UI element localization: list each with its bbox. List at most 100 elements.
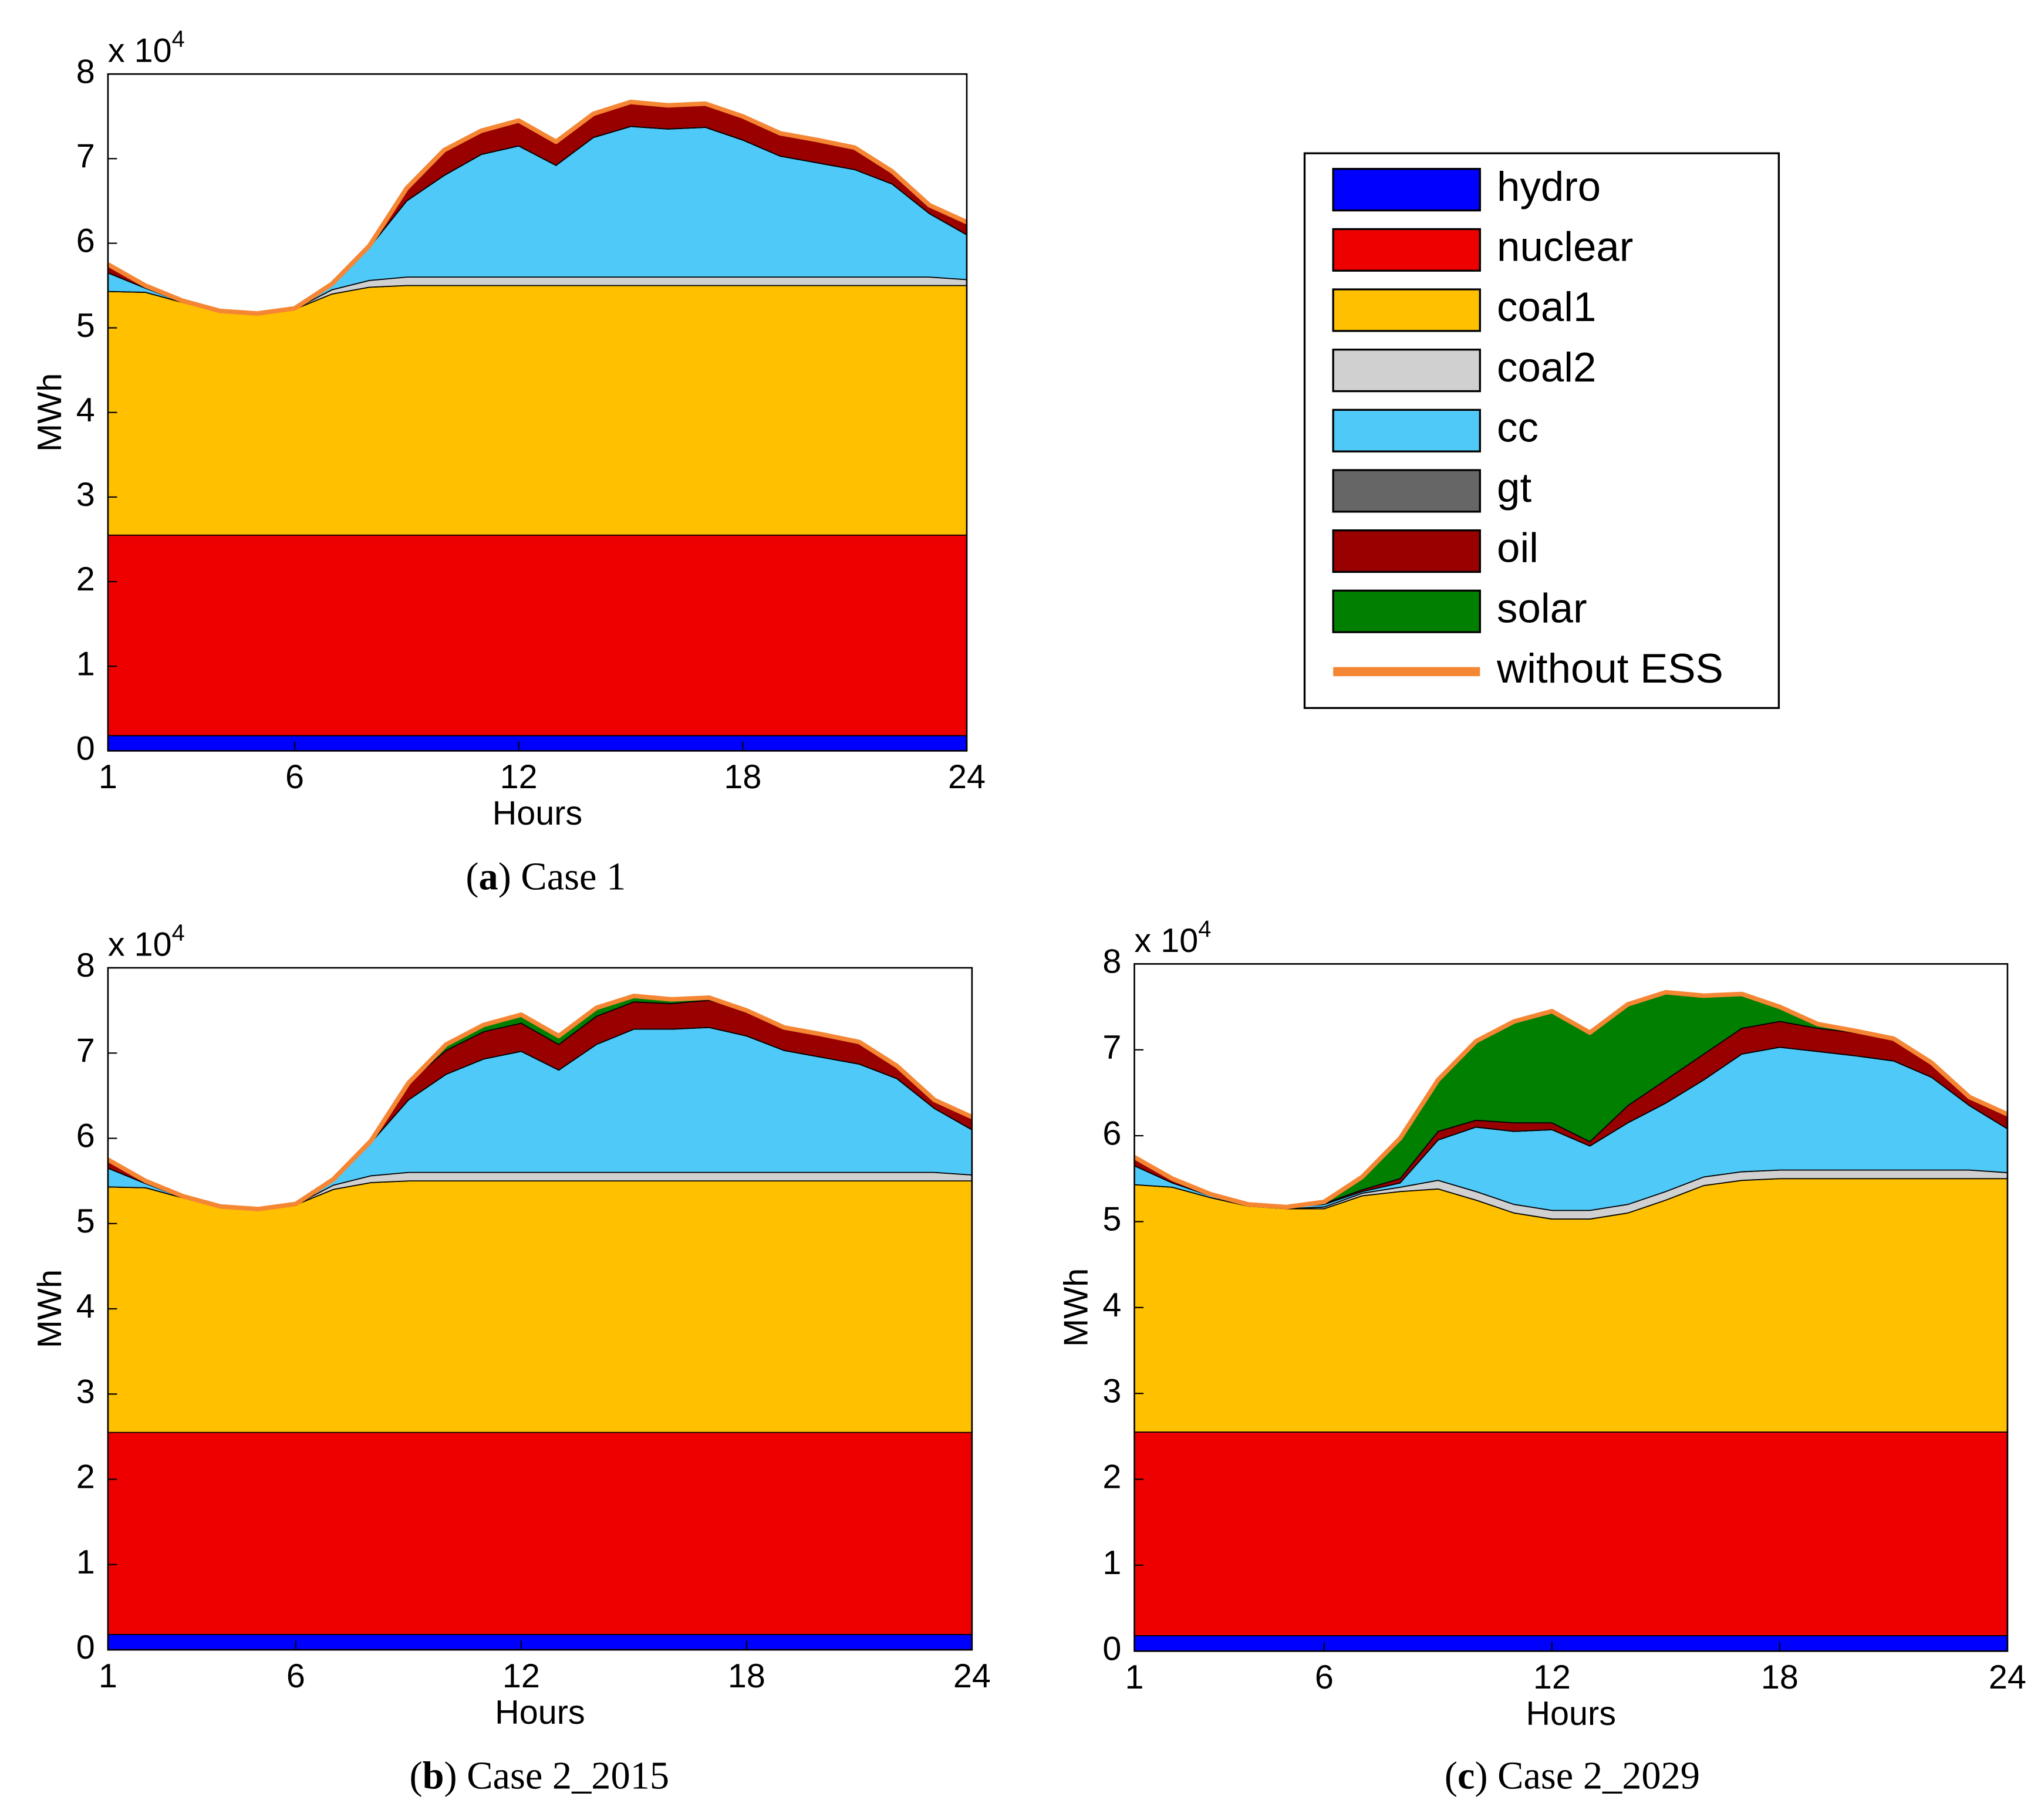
y-tick-label: 8 (76, 947, 95, 984)
y-tick-label: 1 (76, 645, 95, 683)
legend-swatch (1332, 589, 1481, 633)
y-scale-base: x 10 (1135, 922, 1199, 960)
y-axis-label: MWh (1058, 1268, 1095, 1347)
legend-label: hydro (1497, 164, 1601, 210)
area-hydro (1133, 1635, 2008, 1652)
x-axis-label: Hours (495, 1694, 585, 1731)
y-scale-exponent: 4 (172, 26, 185, 52)
caption-part: ( (465, 856, 478, 899)
y-tick-label: 0 (1102, 1630, 1121, 1667)
y-axis-label: MWh (31, 1269, 69, 1348)
legend-swatch (1332, 469, 1481, 513)
total-line (107, 99, 968, 316)
x-axis-label: Hours (492, 795, 582, 832)
y-tick-label: 8 (76, 53, 95, 90)
legend-label: nuclear (1497, 224, 1633, 271)
y-tick-label: 5 (76, 1203, 95, 1240)
x-tick-label: 1 (99, 758, 117, 796)
legend-swatch (1332, 408, 1481, 453)
y-tick-label: 4 (76, 391, 95, 429)
y-tick-label: 6 (1102, 1115, 1121, 1152)
caption-part: ) Case 2_2015 (444, 1755, 670, 1798)
y-tick-label: 0 (76, 730, 95, 768)
total-line (1133, 990, 2009, 1210)
x-tick-label: 12 (500, 758, 538, 796)
y-tick-label: 6 (76, 1117, 95, 1155)
x-tick-label: 12 (502, 1657, 540, 1695)
legend-label: without ESS (1496, 646, 1723, 692)
y-tick-label: 3 (1102, 1372, 1121, 1410)
legend-label: oil (1497, 525, 1539, 572)
legend-label: gt (1497, 465, 1531, 511)
x-tick-label: 12 (1533, 1659, 1571, 1696)
y-scale-exponent: 4 (1198, 916, 1211, 941)
x-axis-label: Hours (1526, 1695, 1616, 1733)
area-hydro (107, 1634, 973, 1650)
y-tick-label: 7 (76, 138, 95, 175)
area-nuclear (1133, 1431, 2008, 1636)
caption-part: ) Case 2_2029 (1475, 1755, 1700, 1798)
y-tick-label: 0 (76, 1629, 95, 1666)
legend-swatch (1332, 288, 1481, 332)
caption-part: ) Case 1 (498, 856, 626, 899)
caption-part: ( (409, 1755, 422, 1798)
x-tick-label: 18 (724, 758, 761, 796)
area-coal1 (107, 1180, 973, 1433)
x-tick-label: 1 (1125, 1659, 1144, 1696)
y-tick-label: 1 (1102, 1544, 1121, 1582)
y-tick-label: 2 (76, 1458, 95, 1496)
y-tick-label: 2 (1102, 1458, 1121, 1496)
y-scale-exponent: 4 (172, 920, 185, 946)
area-nuclear (107, 1431, 973, 1635)
x-tick-label: 18 (728, 1657, 765, 1695)
y-tick-label: 4 (1102, 1287, 1121, 1324)
y-tick-label: 4 (76, 1288, 95, 1325)
y-tick-label: 3 (76, 1373, 95, 1410)
y-tick-label: 7 (1102, 1029, 1121, 1066)
caption: (c) Case 2_2029 (1445, 1755, 1700, 1798)
x-tick-label: 18 (1761, 1659, 1799, 1696)
caption-part: c (1458, 1755, 1475, 1798)
x-tick-label: 6 (285, 758, 304, 796)
caption: (b) Case 2_2015 (409, 1755, 669, 1798)
y-tick-label: 2 (76, 560, 95, 598)
legend-swatch (1332, 168, 1481, 212)
x-tick-label: 24 (1989, 1659, 2026, 1696)
x-tick-label: 24 (953, 1657, 991, 1695)
x-tick-label: 6 (1315, 1659, 1334, 1696)
x-tick-label: 6 (286, 1657, 305, 1695)
legend-label: coal2 (1497, 345, 1596, 391)
legend-label: cc (1497, 404, 1539, 451)
y-scale-base: x 10 (108, 32, 172, 70)
caption-part: a (479, 856, 498, 899)
y-scale: x 104 (108, 920, 185, 964)
y-tick-label: 6 (76, 222, 95, 260)
x-tick-label: 24 (948, 758, 986, 796)
caption-part: ( (1445, 1755, 1458, 1798)
y-axis-label: MWh (31, 373, 69, 452)
y-tick-label: 7 (76, 1032, 95, 1069)
y-tick-label: 5 (76, 307, 95, 345)
y-tick-label: 8 (1102, 943, 1121, 981)
area-nuclear (107, 534, 967, 737)
legend-swatch (1332, 228, 1481, 272)
caption-part: b (423, 1755, 444, 1798)
area-hydro (107, 735, 967, 752)
legend-label: coal1 (1497, 284, 1596, 330)
y-scale: x 104 (1135, 916, 1212, 960)
caption: (a) Case 1 (465, 856, 626, 899)
legend: hydro nuclear coal1 coal2 cc gt oil solar withou… (1303, 152, 1780, 709)
y-scale-base: x 10 (108, 926, 172, 964)
total-line (107, 994, 973, 1211)
legend-swatch (1332, 349, 1481, 393)
y-tick-label: 3 (76, 476, 95, 514)
legend-label: solar (1497, 585, 1587, 632)
x-tick-label: 1 (99, 1657, 117, 1695)
y-tick-label: 1 (76, 1544, 95, 1581)
y-scale: x 104 (108, 26, 185, 70)
